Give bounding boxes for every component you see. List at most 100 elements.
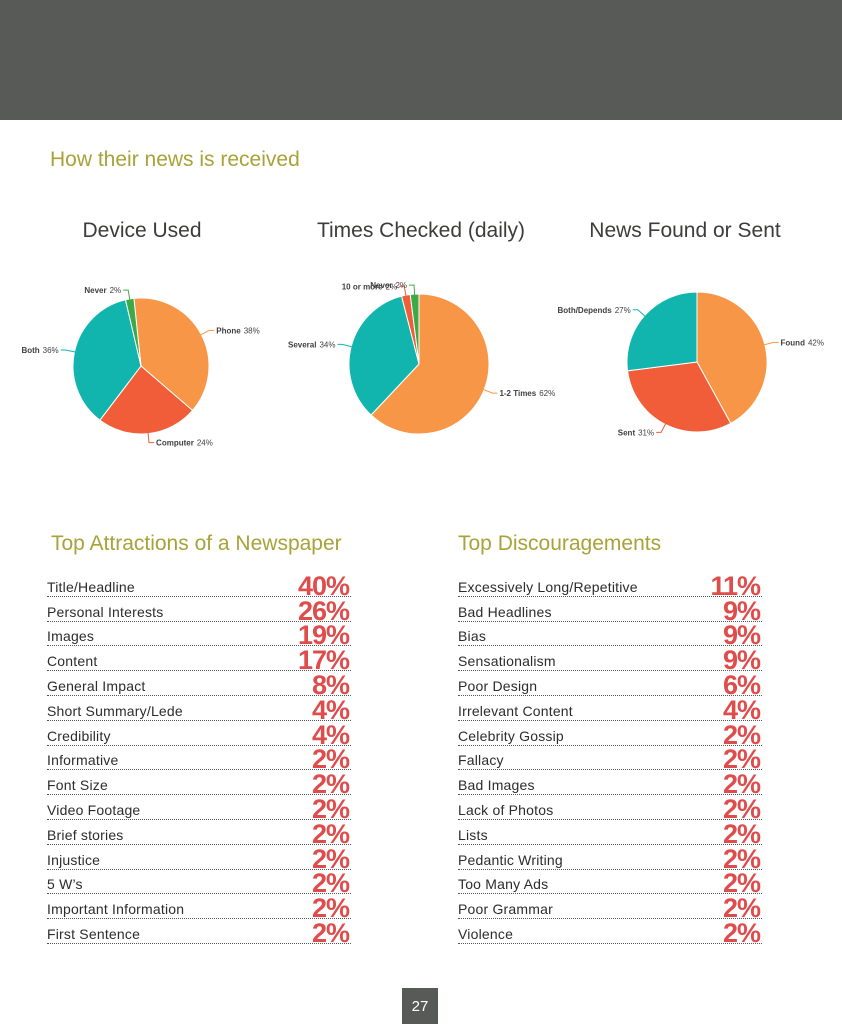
discouragement-percentage: 2% [722,818,761,849]
page-number: 27 [402,988,438,1024]
discouragement-percentage: 6% [722,669,761,700]
attraction-label: Important Information [47,901,185,918]
pie-leader-line [123,289,131,302]
discouragement-row: Poor Grammar 2% [458,893,762,923]
pie-slice-category: Both [21,346,39,355]
pie-slice-category: 10 or more [342,282,383,291]
attraction-label: Short Summary/Lede [47,702,183,719]
discouragements-heading: Top Discouragements [458,532,662,555]
discouragement-label: Irrelevant Content [458,702,573,719]
pie-slice-value: 27% [615,306,631,315]
attraction-label: Title/Headline [47,578,135,595]
pie-slice-category: Both/Depends [557,306,612,315]
discouragement-label: Celebrity Gossip [458,727,564,744]
pie-slice-category: Never [84,286,106,295]
pie-slice-value: 42% [808,338,824,347]
attraction-row: Video Footage 2% [47,794,351,824]
attraction-percentage: 19% [297,620,350,651]
pie-slice-category: Several [288,340,316,349]
pie-slice-value: 2% [386,282,398,291]
chart-title-device-used: Device Used [82,219,202,242]
discouragement-percentage: 2% [722,719,761,750]
pie-slice-label: Never 2% [84,286,121,295]
attraction-row: Informative 2% [47,744,351,774]
discouragement-row: Lack of Photos 2% [458,794,762,824]
pie-slice-category: Sent [618,428,636,437]
discouragement-row: Sensationalism 9% [458,645,762,675]
pie-slice-label: Never 2% [370,281,407,290]
attraction-row: Title/Headline 40% [47,571,351,601]
pie-slice [626,291,698,372]
pie-leader-line [482,388,498,394]
pie-slice-category: Computer [156,439,194,448]
pie-slice-label: Computer 24% [156,439,213,448]
discouragement-label: Bias [458,628,487,645]
discouragement-percentage: 9% [722,595,761,626]
pie-slice-label: Several 34% [288,340,335,349]
attraction-row: Brief stories 2% [47,819,351,849]
pie-leader-line [656,422,667,433]
attraction-percentage: 2% [311,793,350,824]
discouragement-percentage: 11% [710,570,761,601]
pie-slice-value: 36% [43,346,59,355]
discouragement-row: Bad Headlines 9% [458,596,762,626]
pie-leader-line [399,285,407,298]
attraction-label: Informative [47,752,119,769]
discouragement-label: Violence [458,925,514,942]
pie-slice-label: Both 36% [21,346,58,355]
pie-slice-category: Found [781,338,806,347]
discouragement-label: Bad Images [458,777,535,794]
discouragement-label: Pedantic Writing [458,851,563,868]
discouragement-label: Lists [458,826,488,843]
discouragement-percentage: 9% [722,645,761,676]
attraction-label: Images [47,628,95,645]
attraction-percentage: 2% [311,893,350,924]
attraction-row: Personal Interests 26% [47,596,351,626]
chart-title-times-checked: Times Checked (daily) [316,219,526,242]
discouragement-row: Celebrity Gossip 2% [458,720,762,750]
discouragement-row: Poor Design 6% [458,670,762,700]
chart-title-news-found-or-sent: News Found or Sent [589,219,781,242]
attractions-heading: Top Attractions of a Newspaper [51,532,342,555]
attraction-percentage: 40% [297,570,350,601]
discouragement-row: Irrelevant Content 4% [458,695,762,725]
discouragement-row: Pedantic Writing 2% [458,844,762,874]
pie-slice-value: 38% [244,326,260,335]
pie-slice-category: 1-2 Times [499,389,536,398]
attraction-row: First Sentence 2% [47,918,351,948]
pie-slice-label: Phone 38% [216,326,259,335]
pie-leader-line [60,349,77,353]
attraction-label: Content [47,653,98,670]
attraction-percentage: 2% [311,868,350,899]
discouragements-list: Excessively Long/Repetitive 11% Bad Headli… [458,571,762,948]
discouragement-label: Excessively Long/Repetitive [458,578,638,595]
attraction-label: General Impact [47,677,146,694]
discouragement-percentage: 2% [722,843,761,874]
pie-slice-value: 31% [638,428,654,437]
attraction-row: Injustice 2% [47,844,351,874]
pie-leader-line [762,341,779,346]
discouragement-row: Fallacy 2% [458,744,762,774]
discouragement-label: Fallacy [458,752,504,769]
attraction-row: Important Information 2% [47,893,351,923]
attraction-percentage: 4% [311,694,350,725]
discouragement-row: Too Many Ads 2% [458,868,762,898]
attraction-row: Images 19% [47,620,351,650]
pie-leader-line [632,309,647,318]
discouragement-row: Bad Images 2% [458,769,762,799]
discouragement-label: Too Many Ads [458,876,549,893]
discouragement-row: Excessively Long/Repetitive 11% [458,571,762,601]
attraction-row: General Impact 8% [47,670,351,700]
attraction-label: Video Footage [47,801,141,818]
pie-leader-line [147,431,155,444]
attraction-label: 5 W’s [47,876,83,893]
pie-slice-label: Found 42% [781,338,824,347]
pie-leader-line [199,329,215,336]
attraction-percentage: 17% [297,645,350,676]
attraction-percentage: 2% [311,843,350,874]
pie-slice-label: 10 or more 2% [342,282,397,291]
discouragement-label: Poor Grammar [458,901,553,918]
